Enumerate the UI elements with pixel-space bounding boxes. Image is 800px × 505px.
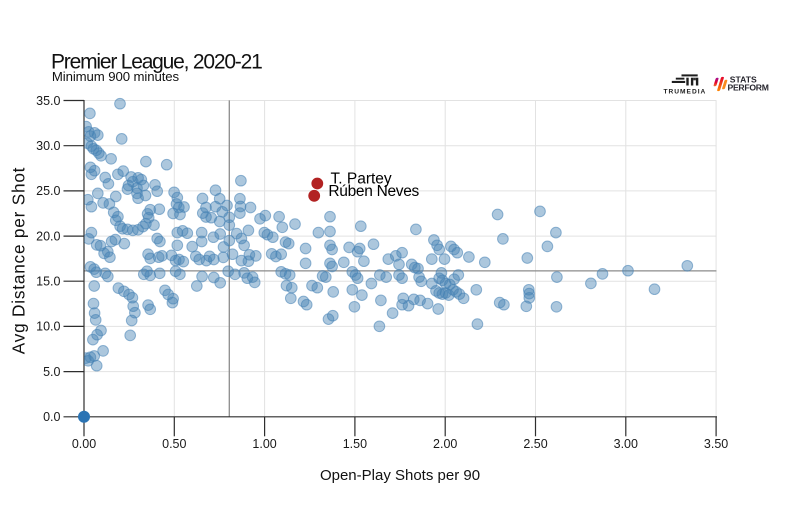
svg-text:1.00: 1.00 [252,437,276,451]
svg-text:2.00: 2.00 [433,437,457,451]
svg-text:Rúben Neves: Rúben Neves [328,183,419,200]
svg-text:3.50: 3.50 [704,437,728,451]
svg-text:5.0: 5.0 [43,365,60,379]
svg-text:1.50: 1.50 [343,437,367,451]
svg-text:T. Partey: T. Partey [331,170,392,187]
svg-text:0.00: 0.00 [72,437,96,451]
svg-text:35.0: 35.0 [36,94,60,108]
svg-text:25.0: 25.0 [36,184,60,198]
svg-text:10.0: 10.0 [36,320,60,334]
svg-text:Open-Play Shots per 90: Open-Play Shots per 90 [320,467,480,484]
svg-text:20.0: 20.0 [36,229,60,243]
svg-text:PERFORM: PERFORM [728,83,769,93]
svg-text:3.00: 3.00 [614,437,638,451]
svg-text:Avg Distance per Shot: Avg Distance per Shot [9,167,29,355]
svg-text:Premier League, 2020-21: Premier League, 2020-21 [51,51,262,74]
svg-text:0.50: 0.50 [162,437,186,451]
svg-text:30.0: 30.0 [36,139,60,153]
svg-text:15.0: 15.0 [36,275,60,289]
svg-text:STATS: STATS [730,75,757,85]
svg-text:2.50: 2.50 [523,437,547,451]
svg-text:0.0: 0.0 [43,410,60,424]
svg-text:Minimum 900 minutes: Minimum 900 minutes [52,69,180,84]
svg-text:TRUMEDIA: TRUMEDIA [664,89,707,96]
